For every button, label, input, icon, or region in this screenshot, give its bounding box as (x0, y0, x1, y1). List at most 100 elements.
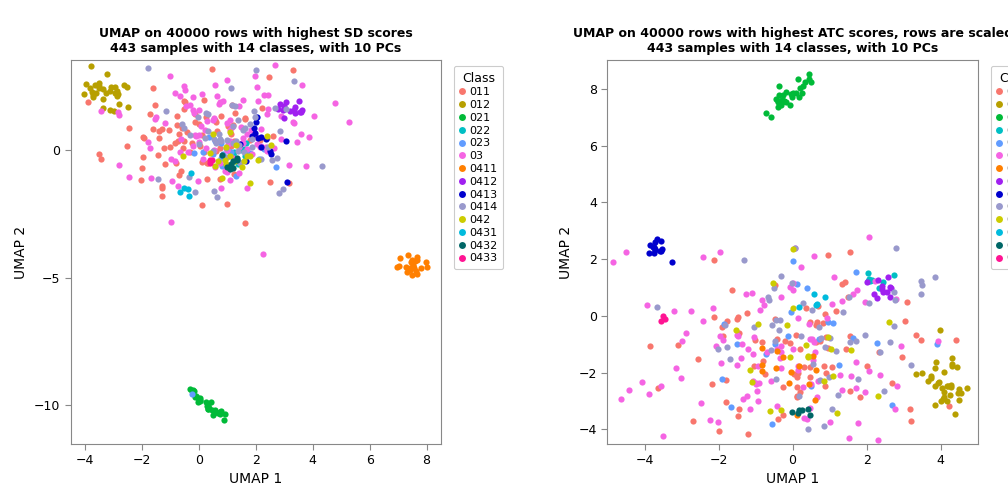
Point (746, 462, 762, 470)
Point (723, 403, 739, 411)
Point (264, 132, 280, 140)
Point (716, 320, 732, 328)
Point (708, 342, 724, 350)
Title: UMAP on 40000 rows with highest SD scores
443 samples with 14 classes, with 10 P: UMAP on 40000 rows with highest SD score… (99, 27, 412, 55)
Legend: 011, 012, 021, 022, 023, 03, 0411, 0412, 0413, 0414, 042, 0431, 0432, 0433: 011, 012, 021, 022, 023, 03, 0411, 0412,… (991, 66, 1008, 269)
Point (242, 152, 258, 160)
Point (808, 393, 825, 401)
Point (816, 293, 833, 301)
Point (673, 374, 689, 382)
Point (782, 339, 798, 347)
Point (886, 271, 902, 279)
Point (803, 380, 820, 388)
Point (801, 318, 817, 326)
Point (198, 398, 214, 406)
Point (729, 340, 745, 348)
Point (807, 301, 824, 309)
Point (715, 336, 731, 344)
Point (214, 161, 230, 169)
Point (418, 258, 434, 266)
Point (198, 109, 214, 117)
Point (913, 336, 929, 344)
Point (227, 157, 243, 165)
Point (929, 340, 946, 348)
Point (750, 320, 766, 328)
Point (818, 333, 835, 341)
Point (206, 186, 222, 195)
Point (742, 366, 758, 374)
Point (650, 385, 666, 393)
Point (866, 290, 882, 298)
Point (894, 353, 910, 361)
Point (763, 377, 779, 386)
Point (213, 184, 229, 192)
Point (186, 109, 203, 117)
Point (805, 356, 822, 364)
Point (247, 72, 263, 80)
Point (798, 304, 814, 312)
Point (144, 84, 160, 92)
Point (206, 147, 222, 155)
Point (249, 113, 265, 121)
Point (180, 185, 197, 193)
Point (212, 136, 228, 144)
Point (828, 347, 844, 355)
Point (389, 263, 405, 271)
Point (951, 396, 967, 404)
Point (140, 139, 156, 147)
Point (767, 281, 783, 289)
Point (927, 273, 943, 281)
Point (255, 250, 271, 259)
Point (729, 326, 745, 334)
Point (842, 293, 858, 301)
Point (237, 152, 253, 160)
Point (796, 414, 812, 422)
Point (690, 355, 707, 363)
Point (111, 100, 127, 108)
Point (172, 92, 188, 100)
Point (804, 360, 821, 368)
Point (181, 131, 198, 139)
Point (784, 245, 800, 253)
Point (250, 97, 266, 105)
Point (913, 281, 929, 289)
Point (209, 139, 225, 147)
Point (200, 401, 216, 409)
Point (264, 155, 280, 163)
Point (729, 360, 745, 368)
Point (400, 251, 416, 260)
Point (188, 132, 205, 140)
Point (237, 113, 253, 121)
Point (862, 277, 878, 285)
Point (272, 112, 288, 120)
Point (634, 378, 650, 386)
Point (206, 150, 222, 158)
Point (613, 396, 629, 404)
Point (922, 372, 938, 380)
Point (140, 64, 156, 72)
Point (226, 137, 242, 145)
Point (200, 110, 216, 118)
Point (775, 97, 791, 105)
Point (828, 307, 844, 316)
Point (248, 66, 264, 74)
Point (198, 113, 214, 121)
Point (791, 93, 807, 101)
Point (927, 364, 943, 372)
Point (208, 138, 224, 146)
Point (219, 119, 235, 128)
Point (817, 310, 834, 319)
Point (808, 318, 825, 326)
Point (821, 373, 837, 382)
Point (278, 105, 294, 113)
Point (649, 235, 665, 243)
Point (771, 316, 787, 324)
Point (777, 338, 793, 346)
Point (243, 126, 259, 134)
Point (798, 284, 814, 292)
Point (807, 321, 824, 329)
Point (209, 117, 225, 125)
Point (647, 238, 663, 246)
Point (253, 142, 269, 150)
Point (217, 156, 233, 164)
